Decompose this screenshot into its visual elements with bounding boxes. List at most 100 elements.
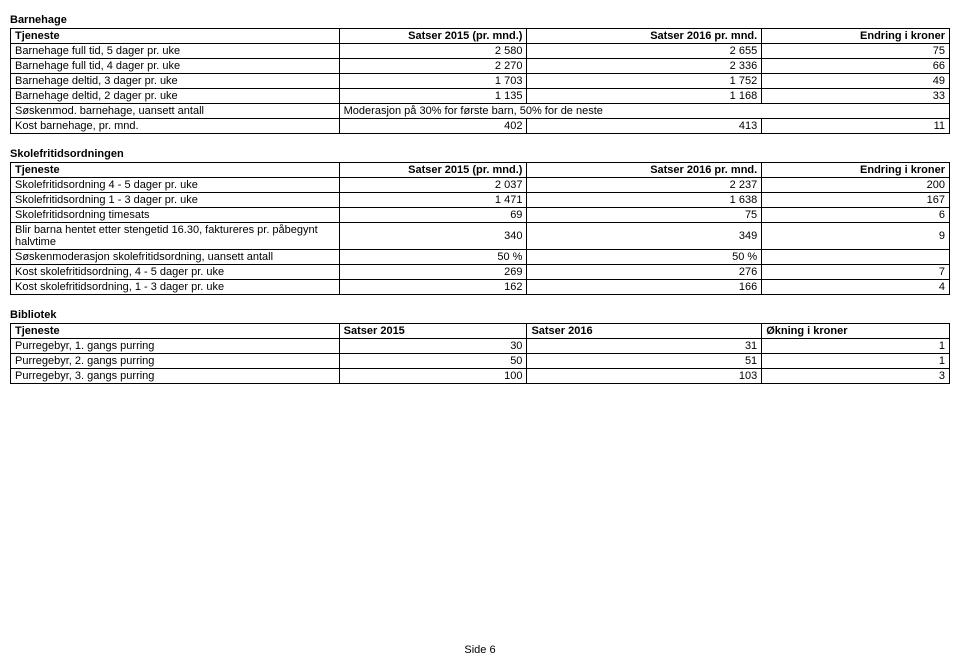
cell-v1: 50 % bbox=[339, 250, 527, 265]
section-title-skole: Skolefritidsordningen bbox=[10, 148, 950, 160]
cell-v1: 1 135 bbox=[339, 89, 527, 104]
cell-span: Moderasjon på 30% for første barn, 50% f… bbox=[339, 104, 949, 119]
header-tjeneste: Tjeneste bbox=[11, 163, 340, 178]
cell-v3: 167 bbox=[762, 193, 950, 208]
cell-v1: 340 bbox=[339, 223, 527, 250]
cell-v3 bbox=[762, 250, 950, 265]
cell-v3: 11 bbox=[762, 119, 950, 134]
cell-label: Kost barnehage, pr. mnd. bbox=[11, 119, 340, 134]
cell-v1: 2 270 bbox=[339, 59, 527, 74]
cell-v1: 1 471 bbox=[339, 193, 527, 208]
cell-v2: 50 % bbox=[527, 250, 762, 265]
cell-v2: 75 bbox=[527, 208, 762, 223]
cell-v2: 31 bbox=[527, 339, 762, 354]
table-header-row: Tjeneste Satser 2015 Satser 2016 Økning … bbox=[11, 324, 950, 339]
cell-v2: 51 bbox=[527, 354, 762, 369]
header-col1: Satser 2015 (pr. mnd.) bbox=[339, 163, 527, 178]
table-row: Kost skolefritidsordning, 4 - 5 dager pr… bbox=[11, 265, 950, 280]
cell-label: Skolefritidsordning 1 - 3 dager pr. uke bbox=[11, 193, 340, 208]
header-col3: Endring i kroner bbox=[762, 163, 950, 178]
cell-v3: 7 bbox=[762, 265, 950, 280]
table-row: Barnehage full tid, 5 dager pr. uke 2 58… bbox=[11, 44, 950, 59]
cell-v1: 2 580 bbox=[339, 44, 527, 59]
cell-v3: 66 bbox=[762, 59, 950, 74]
cell-v1: 269 bbox=[339, 265, 527, 280]
cell-v3: 33 bbox=[762, 89, 950, 104]
cell-v3: 1 bbox=[762, 354, 950, 369]
cell-label: Barnehage full tid, 4 dager pr. uke bbox=[11, 59, 340, 74]
cell-v1: 100 bbox=[339, 369, 527, 384]
cell-v2: 1 168 bbox=[527, 89, 762, 104]
cell-label: Purregebyr, 1. gangs purring bbox=[11, 339, 340, 354]
cell-label: Kost skolefritidsordning, 4 - 5 dager pr… bbox=[11, 265, 340, 280]
table-row: Barnehage full tid, 4 dager pr. uke 2 27… bbox=[11, 59, 950, 74]
table-row: Skolefritidsordning 1 - 3 dager pr. uke … bbox=[11, 193, 950, 208]
table-skole: Tjeneste Satser 2015 (pr. mnd.) Satser 2… bbox=[10, 162, 950, 295]
cell-v2: 166 bbox=[527, 280, 762, 295]
cell-v2: 276 bbox=[527, 265, 762, 280]
header-col1: Satser 2015 bbox=[339, 324, 527, 339]
cell-label: Skolefritidsordning 4 - 5 dager pr. uke bbox=[11, 178, 340, 193]
cell-v2: 1 752 bbox=[527, 74, 762, 89]
table-row: Purregebyr, 2. gangs purring 50 51 1 bbox=[11, 354, 950, 369]
header-col2: Satser 2016 bbox=[527, 324, 762, 339]
cell-v1: 30 bbox=[339, 339, 527, 354]
cell-v3: 9 bbox=[762, 223, 950, 250]
table-header-row: Tjeneste Satser 2015 (pr. mnd.) Satser 2… bbox=[11, 163, 950, 178]
table-row: Skolefritidsordning 4 - 5 dager pr. uke … bbox=[11, 178, 950, 193]
table-row: Søskenmoderasjon skolefritidsordning, ua… bbox=[11, 250, 950, 265]
table-row: Søskenmod. barnehage, uansett antall Mod… bbox=[11, 104, 950, 119]
cell-v3: 4 bbox=[762, 280, 950, 295]
cell-v1: 50 bbox=[339, 354, 527, 369]
cell-v2: 103 bbox=[527, 369, 762, 384]
cell-v3: 200 bbox=[762, 178, 950, 193]
cell-label: Kost skolefritidsordning, 1 - 3 dager pr… bbox=[11, 280, 340, 295]
cell-label: Blir barna hentet etter stengetid 16.30,… bbox=[11, 223, 340, 250]
header-col2: Satser 2016 pr. mnd. bbox=[527, 29, 762, 44]
table-row: Purregebyr, 3. gangs purring 100 103 3 bbox=[11, 369, 950, 384]
header-col3: Økning i kroner bbox=[762, 324, 950, 339]
cell-v1: 1 703 bbox=[339, 74, 527, 89]
section-title-barnehage: Barnehage bbox=[10, 14, 950, 26]
table-row: Barnehage deltid, 3 dager pr. uke 1 703 … bbox=[11, 74, 950, 89]
table-row: Kost barnehage, pr. mnd. 402 413 11 bbox=[11, 119, 950, 134]
page-footer: Side 6 bbox=[10, 644, 950, 656]
cell-label: Purregebyr, 2. gangs purring bbox=[11, 354, 340, 369]
table-row: Skolefritidsordning timesats 69 75 6 bbox=[11, 208, 950, 223]
cell-v2: 2 237 bbox=[527, 178, 762, 193]
table-row: Blir barna hentet etter stengetid 16.30,… bbox=[11, 223, 950, 250]
table-row: Purregebyr, 1. gangs purring 30 31 1 bbox=[11, 339, 950, 354]
cell-v1: 69 bbox=[339, 208, 527, 223]
table-row: Barnehage deltid, 2 dager pr. uke 1 135 … bbox=[11, 89, 950, 104]
header-col1: Satser 2015 (pr. mnd.) bbox=[339, 29, 527, 44]
header-tjeneste: Tjeneste bbox=[11, 29, 340, 44]
cell-v1: 2 037 bbox=[339, 178, 527, 193]
cell-v3: 6 bbox=[762, 208, 950, 223]
cell-v2: 2 655 bbox=[527, 44, 762, 59]
cell-label: Søskenmod. barnehage, uansett antall bbox=[11, 104, 340, 119]
cell-v2: 413 bbox=[527, 119, 762, 134]
cell-v3: 3 bbox=[762, 369, 950, 384]
cell-label: Barnehage full tid, 5 dager pr. uke bbox=[11, 44, 340, 59]
cell-label: Barnehage deltid, 3 dager pr. uke bbox=[11, 74, 340, 89]
cell-v2: 349 bbox=[527, 223, 762, 250]
cell-v1: 162 bbox=[339, 280, 527, 295]
cell-label: Skolefritidsordning timesats bbox=[11, 208, 340, 223]
header-col3: Endring i kroner bbox=[762, 29, 950, 44]
cell-v2: 1 638 bbox=[527, 193, 762, 208]
section-title-bibliotek: Bibliotek bbox=[10, 309, 950, 321]
table-barnehage: Tjeneste Satser 2015 (pr. mnd.) Satser 2… bbox=[10, 28, 950, 134]
cell-v3: 75 bbox=[762, 44, 950, 59]
cell-label: Barnehage deltid, 2 dager pr. uke bbox=[11, 89, 340, 104]
cell-label: Purregebyr, 3. gangs purring bbox=[11, 369, 340, 384]
header-col2: Satser 2016 pr. mnd. bbox=[527, 163, 762, 178]
header-tjeneste: Tjeneste bbox=[11, 324, 340, 339]
table-header-row: Tjeneste Satser 2015 (pr. mnd.) Satser 2… bbox=[11, 29, 950, 44]
cell-v1: 402 bbox=[339, 119, 527, 134]
cell-v3: 1 bbox=[762, 339, 950, 354]
table-bibliotek: Tjeneste Satser 2015 Satser 2016 Økning … bbox=[10, 323, 950, 384]
cell-label: Søskenmoderasjon skolefritidsordning, ua… bbox=[11, 250, 340, 265]
table-row: Kost skolefritidsordning, 1 - 3 dager pr… bbox=[11, 280, 950, 295]
cell-v2: 2 336 bbox=[527, 59, 762, 74]
cell-v3: 49 bbox=[762, 74, 950, 89]
